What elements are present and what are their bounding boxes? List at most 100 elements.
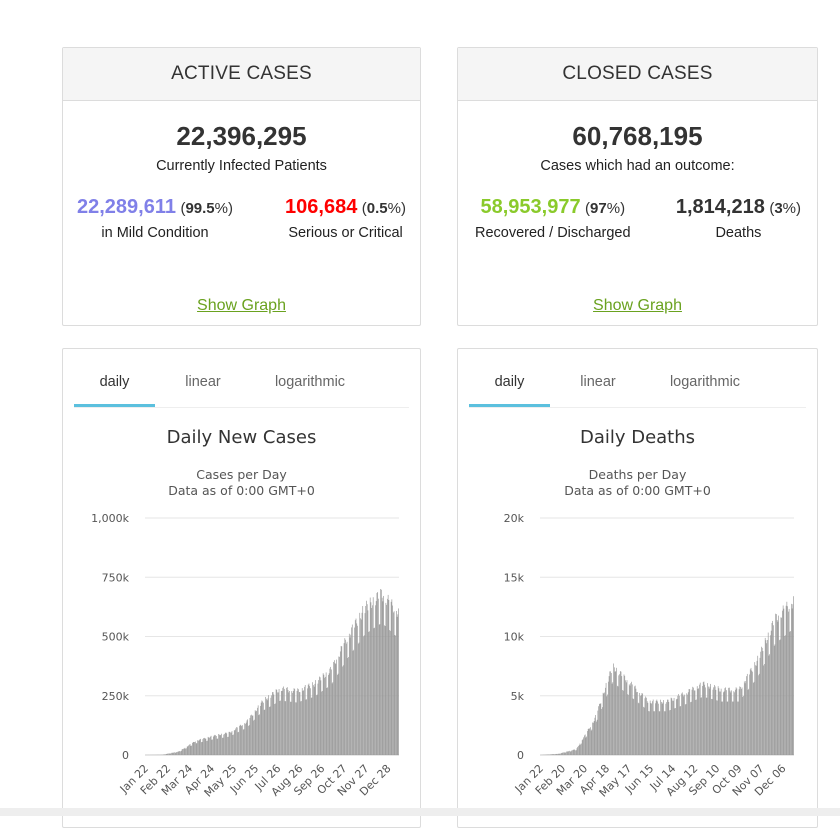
data-bar [327,687,328,755]
closed-show-graph-link[interactable]: Show Graph [458,297,817,315]
data-bar [268,698,269,755]
data-bar [604,694,605,755]
data-bar [651,704,652,755]
data-bar [606,683,607,755]
data-bar [237,727,238,755]
data-bar [547,755,548,756]
data-bar [690,702,691,755]
data-bar [333,682,334,755]
data-bar [674,698,675,755]
data-bar [170,753,171,755]
data-bar [312,682,313,755]
data-bar [341,646,342,755]
data-bar [363,636,364,755]
data-bar [294,689,295,755]
data-bar [642,693,643,755]
data-bar [748,689,749,755]
data-bar [745,681,746,755]
data-bar [226,733,227,755]
data-bar [328,675,329,755]
data-bar [668,702,669,755]
data-bar [282,691,283,755]
data-bar [368,632,369,755]
data-bar [728,702,729,755]
data-bar [673,701,674,755]
data-bar [280,701,281,755]
data-bar [681,694,682,755]
data-bar [326,672,327,755]
data-bar [395,636,396,755]
data-bar [315,680,316,755]
serious-pct: (0.5%) [362,200,406,217]
data-bar [651,703,652,755]
data-bar [366,601,367,755]
data-bar [625,680,626,755]
data-bar [719,688,720,755]
data-bar [206,741,207,755]
data-bar [355,620,356,755]
data-bar [186,748,187,755]
data-bar [214,735,215,755]
data-bar [664,711,665,755]
y-tick-label: 750k [102,571,130,584]
data-bar [710,684,711,755]
data-bar [223,735,224,755]
data-bar [209,738,210,755]
data-bar [607,695,608,755]
data-bar [688,692,689,755]
data-bar [300,701,301,755]
data-bar [210,737,211,755]
data-bar [712,699,713,755]
data-bar [655,703,656,755]
data-bar [696,700,697,755]
data-bar [244,723,245,755]
data-bar [618,675,619,755]
y-tick-label: 0 [517,749,524,762]
data-bar [671,698,672,755]
data-bar [704,682,705,755]
data-bar [683,695,684,755]
data-bar [751,671,752,755]
data-bar [228,737,229,755]
data-bar [741,689,742,755]
closed-cases-breakdown: 58,953,977 (97%) Recovered / Discharged … [458,196,817,241]
data-bar [231,732,232,755]
data-bar [629,684,630,755]
data-bar [554,754,555,755]
data-bar [330,667,331,755]
deaths-pct: (3%) [769,200,801,217]
serious-condition-stat: 106,684 (0.5%) Serious or Critical [285,196,406,241]
data-bar [574,750,575,755]
data-bar [586,738,587,755]
data-bar [381,590,382,755]
data-bar [290,702,291,755]
data-bar [319,677,320,755]
data-bar [293,691,294,755]
data-bar [386,603,387,755]
data-bar [609,676,610,755]
data-bar [251,715,252,755]
data-bar [226,733,227,755]
data-bar [344,638,345,755]
data-bar [583,737,584,755]
data-bar [320,677,321,755]
data-bar [768,633,769,755]
data-bar [772,621,773,755]
mild-value: 22,289,611 [77,196,176,218]
data-bar [776,614,777,755]
active-show-graph-link[interactable]: Show Graph [63,297,420,315]
data-bar [235,728,236,755]
data-bar [322,691,323,755]
data-bar [362,606,363,755]
data-bar [377,593,378,755]
data-bar [583,739,584,755]
data-bar [574,750,575,755]
data-bar [601,703,602,755]
data-bar [218,734,219,755]
data-bar [556,754,557,755]
data-bar [781,617,782,755]
data-bar [769,656,770,755]
data-bar [336,664,337,755]
deaths-value: 1,814,218 [676,196,765,218]
data-bar [698,688,699,755]
